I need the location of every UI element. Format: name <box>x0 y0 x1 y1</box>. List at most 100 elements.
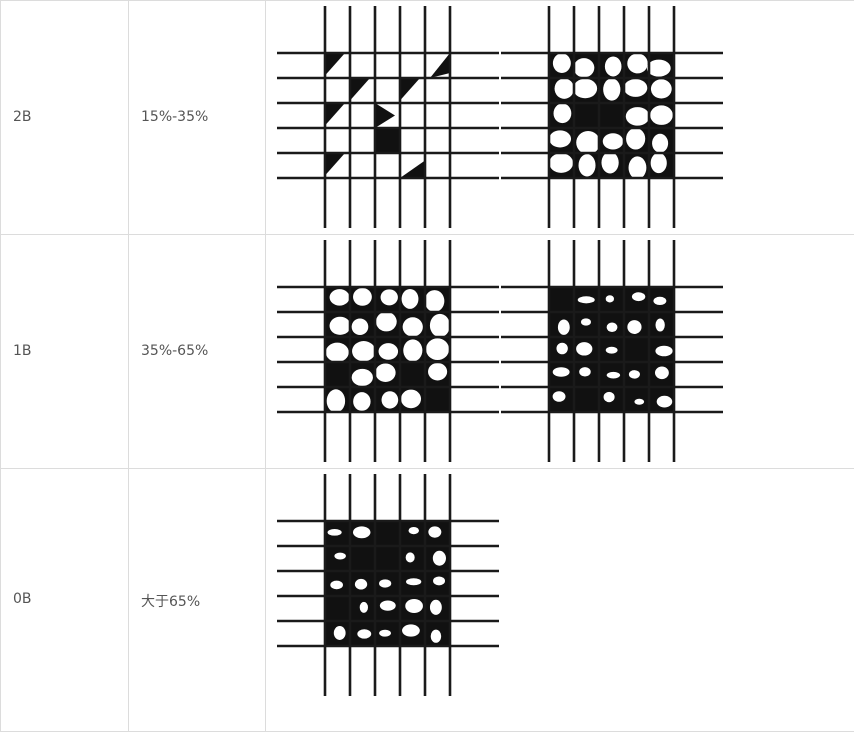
intact-area <box>655 318 664 331</box>
intact-area <box>409 527 419 534</box>
intact-area <box>353 392 370 411</box>
intact-area <box>352 341 375 361</box>
intact-area <box>579 154 596 176</box>
intact-area <box>334 553 346 560</box>
range-cell: 35%-65% <box>129 235 265 359</box>
cross-cut-2b-example-a <box>277 6 499 228</box>
intact-area <box>357 629 371 638</box>
intact-area <box>624 79 647 97</box>
intact-area <box>375 363 395 382</box>
intact-area <box>657 396 673 408</box>
cross-cut-0b-example-a <box>277 474 499 696</box>
intact-area <box>553 367 570 376</box>
intact-area <box>549 153 573 173</box>
intact-area <box>627 53 647 73</box>
intact-area <box>430 314 450 337</box>
table-row: 2B 15%-35% <box>1 1 854 235</box>
intact-area <box>401 390 421 409</box>
image-cell <box>266 1 854 234</box>
intact-area <box>360 602 368 613</box>
intact-area <box>573 79 597 99</box>
intact-area <box>406 578 421 585</box>
intact-area <box>605 56 622 76</box>
intact-area <box>558 319 570 334</box>
intact-area <box>554 104 572 124</box>
cross-cut-2b-example-b <box>501 6 723 228</box>
intact-area <box>433 551 446 566</box>
grade-cell: 1B <box>1 235 128 359</box>
intact-area <box>626 107 650 126</box>
flake-mark <box>325 53 345 76</box>
intact-area <box>549 130 571 147</box>
intact-area <box>553 391 566 402</box>
grade-cell: 0B <box>1 469 128 607</box>
intact-area <box>376 312 397 332</box>
intact-area <box>403 339 422 361</box>
intact-area <box>603 133 623 149</box>
intact-area <box>555 78 574 98</box>
intact-area <box>655 366 669 379</box>
intact-area <box>655 346 672 356</box>
intact-area <box>405 599 423 613</box>
intact-area <box>380 600 396 610</box>
intact-area <box>581 318 591 325</box>
intact-area <box>352 319 369 336</box>
table-row: 1B 35%-65% <box>1 235 854 469</box>
flake-mark <box>325 103 345 126</box>
cross-cut-1b-example-a <box>277 240 499 462</box>
image-cell <box>266 469 854 731</box>
intact-area <box>353 526 370 538</box>
range-cell: 大于65% <box>129 469 265 611</box>
intact-area <box>403 317 423 336</box>
intact-area <box>379 579 391 587</box>
flake-mark <box>400 78 420 101</box>
intact-area <box>428 363 447 380</box>
intact-area <box>634 399 644 405</box>
intact-area <box>647 60 671 77</box>
intact-area <box>604 392 615 402</box>
intact-area <box>406 552 415 562</box>
intact-area <box>355 579 367 590</box>
intact-area <box>328 529 342 536</box>
intact-area <box>352 369 373 386</box>
intact-area <box>578 296 595 303</box>
intact-area <box>603 78 620 100</box>
intact-area <box>330 289 350 305</box>
flake-mark <box>350 78 370 101</box>
intact-area <box>326 343 349 362</box>
cross-cut-1b-example-b <box>501 240 723 462</box>
intact-area <box>576 131 600 154</box>
intact-area <box>579 367 591 376</box>
grade-cell: 2B <box>1 1 128 125</box>
intact-area <box>627 320 641 334</box>
intact-area <box>607 323 618 333</box>
flake-mark <box>430 53 450 78</box>
intact-area <box>601 152 618 174</box>
range-cell: 15%-35% <box>129 1 265 125</box>
intact-area <box>330 317 351 335</box>
intact-area <box>379 343 399 360</box>
flake-mark <box>375 128 400 153</box>
intact-area <box>553 53 571 73</box>
intact-area <box>607 372 620 379</box>
intact-area <box>433 576 445 585</box>
flake-mark <box>325 153 345 176</box>
intact-area <box>632 292 645 301</box>
intact-area <box>330 581 343 590</box>
intact-area <box>334 626 346 640</box>
intact-area <box>381 289 398 305</box>
intact-area <box>425 290 445 312</box>
intact-area <box>576 342 592 355</box>
intact-area <box>379 630 391 637</box>
intact-area <box>606 295 614 302</box>
intact-area <box>653 297 666 305</box>
intact-area <box>426 338 449 360</box>
intact-area <box>402 624 420 636</box>
intact-area <box>353 288 372 306</box>
flake-mark <box>375 103 395 128</box>
intact-area <box>574 58 595 77</box>
image-cell <box>266 235 854 468</box>
flake-mark <box>400 161 425 179</box>
intact-area <box>651 79 672 98</box>
